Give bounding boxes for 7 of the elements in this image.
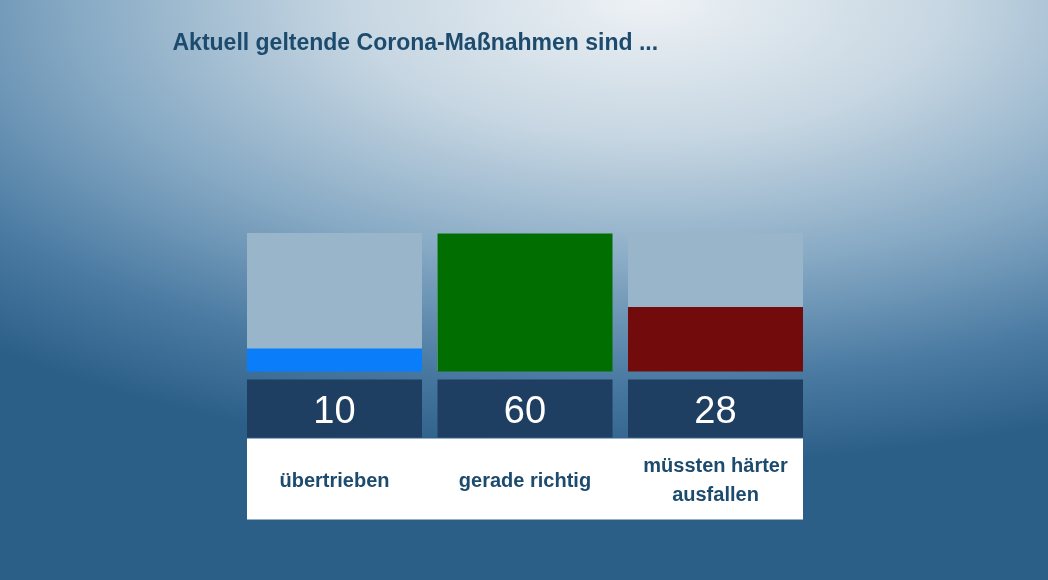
x-tick-label: übertrieben	[279, 468, 390, 491]
data-label: 10	[313, 389, 356, 431]
data-label: 28	[694, 389, 737, 431]
x-tick-label: gerade richtig	[458, 468, 592, 491]
data-label: 60	[503, 389, 547, 431]
chart-title: Aktuell geltende Corona-Maßnahmen sind ...	[172, 28, 659, 55]
x-tick-label: müssten härter ausfallen	[643, 454, 788, 505]
